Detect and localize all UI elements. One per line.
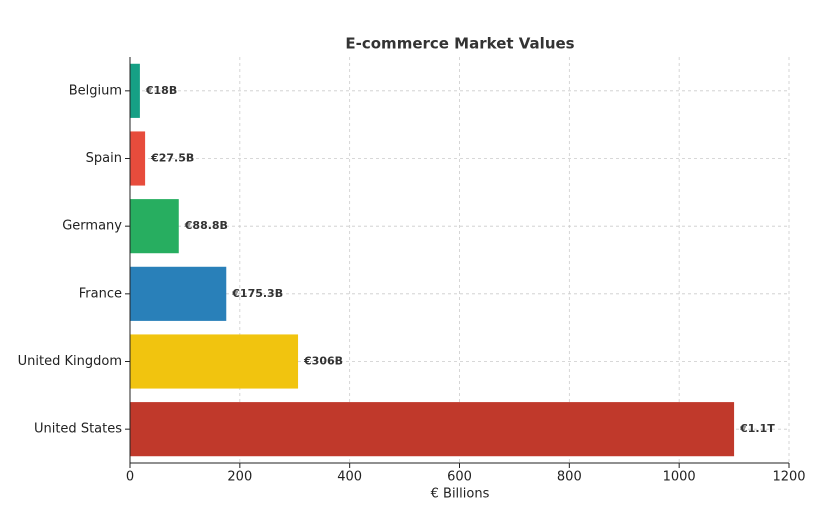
y-tick-label: United Kingdom [18, 354, 122, 369]
value-label: €306B [303, 355, 343, 368]
value-label: €88.8B [184, 219, 228, 232]
x-tick-label: 1200 [772, 470, 805, 485]
y-tick-label: Belgium [69, 83, 122, 98]
bar [130, 402, 735, 457]
value-label: €175.3B [231, 287, 283, 300]
y-tick-label: France [79, 286, 122, 301]
value-label: €27.5B [150, 152, 194, 165]
bar [130, 334, 299, 389]
x-tick-label: 0 [126, 470, 134, 485]
chart-title: E-commerce Market Values [345, 35, 574, 53]
x-tick-label: 1000 [663, 470, 696, 485]
y-tick-label: Germany [62, 219, 122, 234]
bar [130, 199, 179, 254]
bar [130, 266, 227, 321]
x-tick-label: 400 [337, 470, 362, 485]
value-label: €1.1T [739, 422, 775, 435]
bar [130, 63, 140, 118]
y-tick-label: United States [34, 422, 122, 437]
x-axis-label: € Billions [431, 487, 490, 502]
value-label: €18B [145, 84, 177, 97]
y-tick-label: Spain [86, 151, 122, 166]
x-tick-label: 200 [227, 470, 252, 485]
bar [130, 131, 146, 186]
x-tick-label: 600 [447, 470, 472, 485]
x-tick-label: 800 [557, 470, 582, 485]
